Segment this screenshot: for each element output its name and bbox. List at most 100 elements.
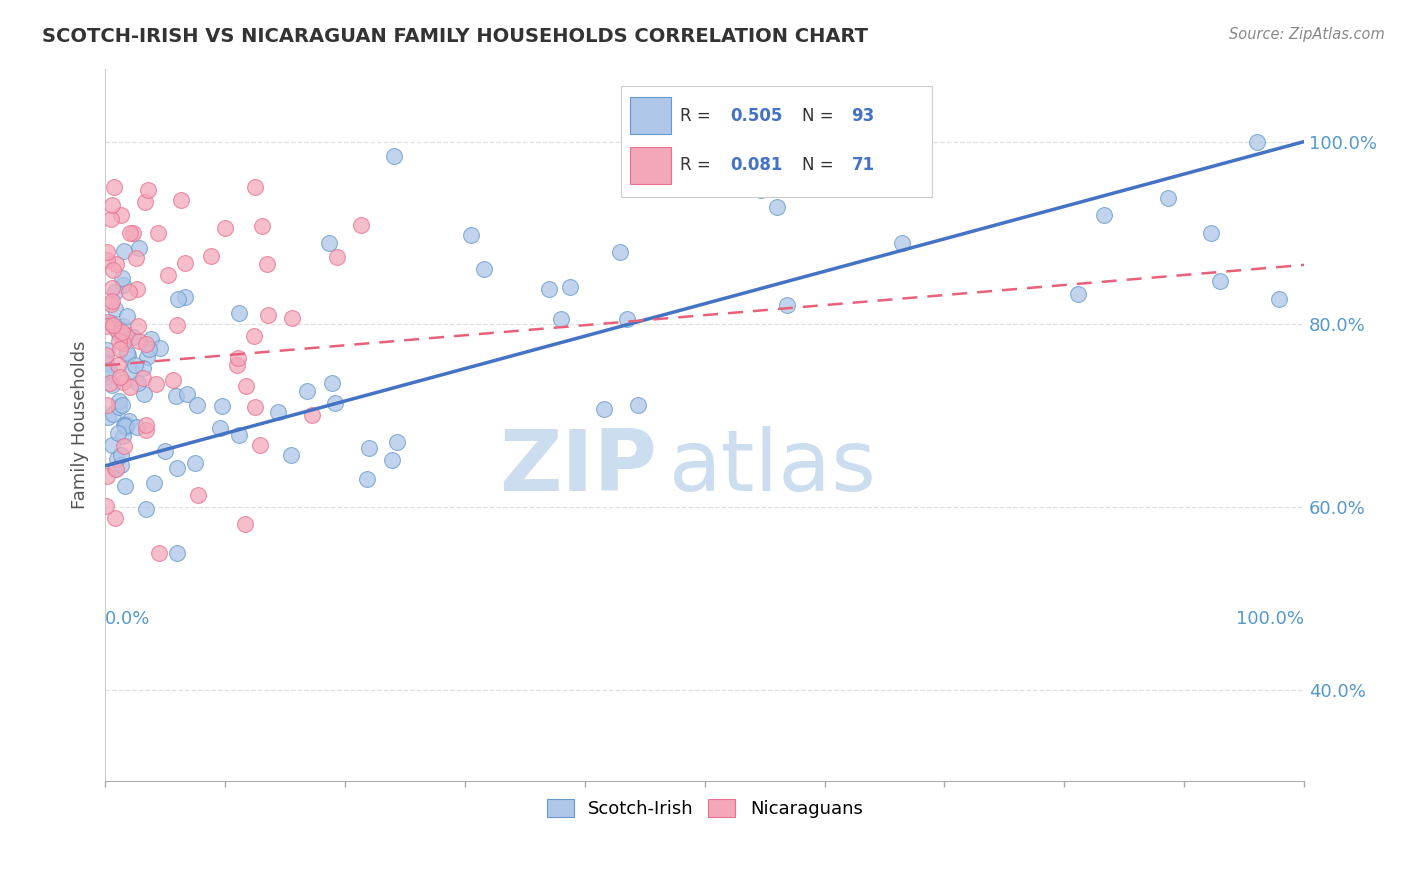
Point xyxy=(110,458,132,472)
Point xyxy=(120,364,142,378)
Point xyxy=(103,302,125,317)
Point xyxy=(174,256,197,270)
Point xyxy=(593,402,616,417)
Point xyxy=(96,348,118,362)
Point xyxy=(103,180,125,194)
Point xyxy=(120,226,142,240)
Point xyxy=(108,324,131,338)
Point xyxy=(122,226,145,240)
Point xyxy=(135,423,157,437)
Point xyxy=(166,318,188,332)
Point xyxy=(96,499,118,513)
Point xyxy=(127,319,149,334)
Point xyxy=(301,408,323,422)
Point xyxy=(107,425,129,440)
Point xyxy=(112,335,135,350)
Point xyxy=(107,358,129,372)
Text: ZIP: ZIP xyxy=(499,426,657,509)
Point xyxy=(98,363,121,377)
Point xyxy=(381,453,404,467)
Point xyxy=(136,183,159,197)
Point xyxy=(96,356,118,370)
Point xyxy=(176,386,198,401)
Point xyxy=(96,343,118,357)
Point xyxy=(118,285,141,300)
Point xyxy=(256,257,278,271)
Point xyxy=(112,318,135,333)
Point xyxy=(226,351,249,365)
Point xyxy=(100,296,122,310)
Point xyxy=(96,398,118,412)
Text: Source: ZipAtlas.com: Source: ZipAtlas.com xyxy=(1229,27,1385,42)
Point xyxy=(104,257,127,271)
Point xyxy=(104,461,127,475)
Point xyxy=(108,401,131,415)
Point xyxy=(174,289,197,303)
Point xyxy=(103,318,125,333)
Point xyxy=(257,308,280,322)
Point xyxy=(97,409,120,424)
Point xyxy=(148,227,170,241)
Point xyxy=(121,329,143,343)
Point xyxy=(460,228,482,243)
Text: atlas: atlas xyxy=(669,426,877,509)
Point xyxy=(211,399,233,413)
Point xyxy=(186,398,208,412)
Point xyxy=(108,394,131,409)
Point xyxy=(1267,293,1289,307)
Point xyxy=(101,438,124,452)
Point xyxy=(110,208,132,222)
Point xyxy=(96,368,118,383)
Point xyxy=(243,328,266,343)
Point xyxy=(250,219,273,233)
Point xyxy=(281,310,304,325)
Point xyxy=(101,378,124,392)
Point xyxy=(128,241,150,255)
Point xyxy=(609,245,631,260)
Point xyxy=(776,297,799,311)
Legend: Scotch-Irish, Nicaraguans: Scotch-Irish, Nicaraguans xyxy=(540,791,870,825)
Point xyxy=(382,149,405,163)
Point xyxy=(132,386,155,401)
Point xyxy=(132,371,155,385)
Point xyxy=(148,546,170,560)
Point xyxy=(124,358,146,372)
Point xyxy=(127,419,149,434)
Point xyxy=(135,351,157,365)
Point xyxy=(350,219,373,233)
Point xyxy=(108,334,131,348)
Point xyxy=(111,277,134,292)
Point xyxy=(1156,191,1178,205)
Point xyxy=(105,321,128,335)
Point xyxy=(1209,274,1232,288)
Y-axis label: Family Households: Family Households xyxy=(72,341,89,509)
Point xyxy=(135,418,157,433)
Point xyxy=(117,348,139,362)
Point xyxy=(101,262,124,277)
Point xyxy=(96,244,118,259)
Point xyxy=(100,211,122,226)
Point xyxy=(187,488,209,502)
Point xyxy=(280,448,302,462)
Point xyxy=(167,292,190,306)
Point xyxy=(96,252,118,267)
Point xyxy=(472,261,495,276)
Point xyxy=(105,452,128,467)
Point xyxy=(104,511,127,525)
Point xyxy=(228,306,250,320)
Point xyxy=(558,280,581,294)
Point xyxy=(616,312,638,326)
Point xyxy=(132,361,155,376)
Point xyxy=(235,379,257,393)
Point xyxy=(117,309,139,323)
Point xyxy=(200,249,222,263)
Point xyxy=(139,332,162,346)
Point xyxy=(120,380,142,394)
Point xyxy=(135,336,157,351)
Point xyxy=(135,502,157,516)
Point xyxy=(627,398,650,412)
Point xyxy=(890,235,912,250)
Point xyxy=(110,325,132,339)
Point xyxy=(749,183,772,197)
Point xyxy=(765,200,787,214)
